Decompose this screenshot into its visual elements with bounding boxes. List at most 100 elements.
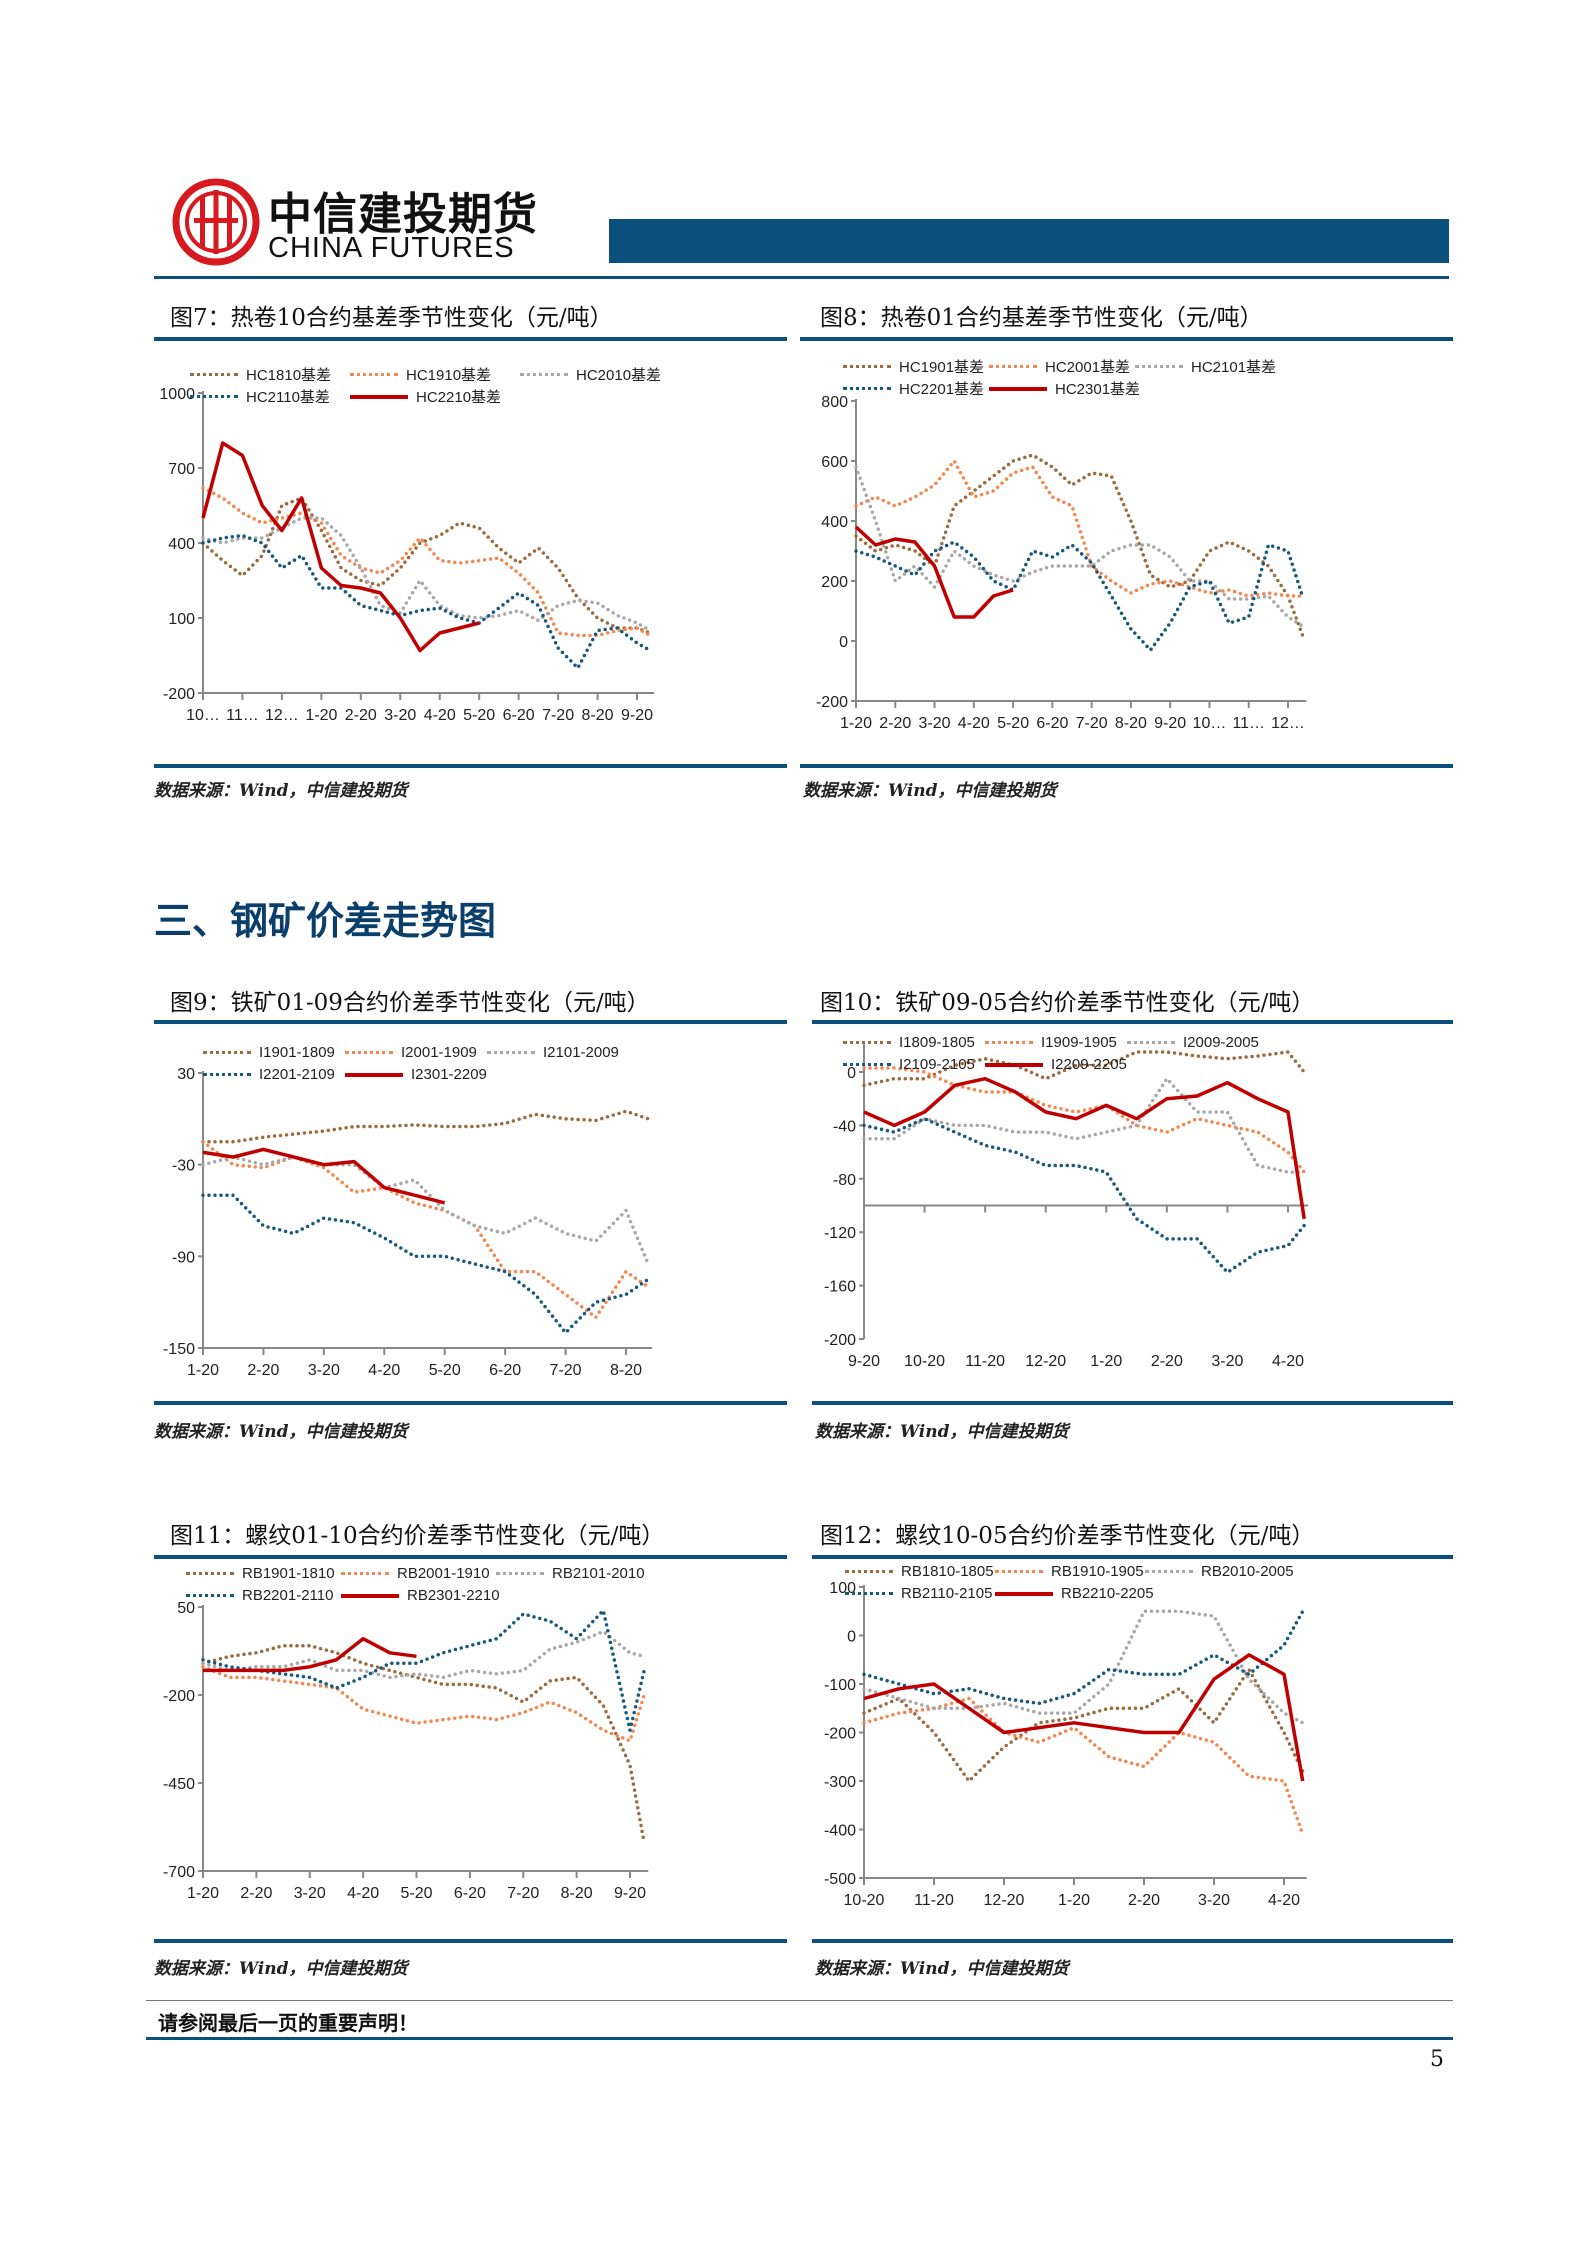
figure-10-title: 图10：铁矿09-05合约价差季节性变化（元/吨） (820, 990, 1315, 1016)
legend-swatch (190, 395, 238, 398)
legend-label: RB2101-2010 (552, 1565, 645, 1582)
x-tick-label: 3-20 (1211, 1353, 1243, 1370)
figure-7-top-rule (154, 337, 787, 341)
legend-label: RB2010-2005 (1201, 1563, 1294, 1580)
figure-12-bottom-rule (812, 1939, 1453, 1943)
legend-swatch (985, 1062, 1043, 1067)
x-tick-label: 10… (1193, 715, 1227, 732)
x-tick-label: 2-20 (1128, 1892, 1160, 1909)
legend-label: HC2101基差 (1191, 359, 1277, 376)
x-tick-label: 3-20 (308, 1362, 340, 1379)
legend-label: I1909-1905 (1041, 1034, 1117, 1051)
y-tick-label: -200 (163, 686, 195, 703)
legend-item: HC2201基差 (843, 378, 984, 399)
legend-swatch (985, 1041, 1033, 1044)
series-line-i2101-2009 (201, 1155, 650, 1266)
y-tick-label: 0 (847, 1629, 856, 1646)
y-tick-label: -200 (816, 694, 848, 711)
legend-swatch (341, 1593, 399, 1598)
figure-8-source: 数据来源：Wind，中信建投期货 (803, 781, 1057, 801)
legend-item: I2109-2105 (843, 1056, 975, 1073)
series-line-hc2210 (201, 441, 480, 653)
legend-swatch (341, 1572, 389, 1575)
legend-swatch (843, 365, 891, 368)
legend-swatch (843, 1063, 891, 1066)
x-tick-label: 2-20 (247, 1362, 279, 1379)
x-tick-label: 5-20 (997, 715, 1029, 732)
y-tick-label: -200 (824, 1332, 856, 1349)
x-tick-label: 11-20 (965, 1353, 1005, 1370)
figure-10-source: 数据来源：Wind，中信建投期货 (815, 1422, 1069, 1442)
x-tick-label: 3-20 (294, 1885, 326, 1902)
brand-name-en: CHINA FUTURES (268, 232, 515, 264)
legend-item: HC2110基差 (190, 386, 330, 407)
x-tick-label: 7-20 (542, 707, 574, 724)
series-line-i2109-2105 (862, 1116, 1306, 1275)
legend-swatch (845, 1592, 893, 1595)
legend-item: I1809-1805 (843, 1034, 975, 1051)
x-tick-label: 8-20 (582, 707, 614, 724)
x-tick-label: 11-20 (914, 1892, 954, 1909)
y-tick-label: -200 (824, 1726, 856, 1743)
x-tick-label: 9-20 (848, 1353, 880, 1370)
legend-item: RB1910-1905 (995, 1563, 1144, 1580)
x-tick-label: 12… (265, 707, 299, 724)
figure-8-title: 图8：热卷01合约基差季节性变化（元/吨） (820, 305, 1263, 331)
y-tick-label: 600 (821, 454, 848, 471)
y-tick-label: -200 (163, 1688, 195, 1705)
figure-12-source: 数据来源：Wind，中信建投期货 (815, 1959, 1069, 1979)
x-tick-label: 1-20 (305, 707, 337, 724)
x-tick-label: 5-20 (429, 1362, 461, 1379)
legend-item: RB2201-2110 (186, 1587, 333, 1604)
x-tick-label: 1-20 (840, 715, 872, 732)
disclaimer-text: 请参阅最后一页的重要声明！ (158, 2011, 418, 2035)
legend-label: RB2001-1910 (397, 1565, 490, 1582)
legend-item: I2301-2209 (345, 1066, 487, 1083)
y-tick-label: 50 (177, 1600, 195, 1617)
legend-label: RB2301-2210 (407, 1587, 500, 1604)
legend-item: I2209-2205 (985, 1056, 1127, 1073)
figure-10-bottom-rule (812, 1401, 1453, 1405)
y-tick-label: 1000 (159, 386, 195, 403)
legend-item: RB2101-2010 (496, 1565, 645, 1582)
x-tick-label: 8-20 (1115, 715, 1147, 732)
series-line-rb2010-2005 (862, 1609, 1305, 1725)
legend-label: I2001-1909 (401, 1044, 477, 1061)
legend-swatch (989, 386, 1047, 391)
legend-label: RB1901-1810 (242, 1565, 335, 1582)
series-line-hc2001 (854, 459, 1305, 598)
legend-label: HC2010基差 (576, 367, 662, 384)
section-heading: 三、钢矿价差走势图 (154, 899, 497, 943)
y-tick-label: -700 (163, 1864, 195, 1881)
legend-item: RB1901-1810 (186, 1565, 335, 1582)
legend-swatch (487, 1051, 535, 1054)
series-line-hc1910 (201, 486, 652, 638)
x-tick-label: 1-20 (1090, 1353, 1122, 1370)
legend-item: HC1810基差 (190, 364, 331, 385)
x-tick-label: 8-20 (610, 1362, 642, 1379)
legend-swatch (350, 394, 408, 399)
legend-swatch (520, 373, 568, 376)
x-tick-label: 6-20 (1036, 715, 1068, 732)
legend-swatch (1145, 1570, 1193, 1573)
y-tick-label: 800 (821, 394, 848, 411)
figure-12-title: 图12：螺纹10-05合约价差季节性变化（元/吨） (820, 1523, 1315, 1549)
y-tick-label: -500 (824, 1871, 856, 1888)
legend-item: I2201-2109 (203, 1066, 335, 1083)
legend-swatch (843, 1041, 891, 1044)
legend-item: HC1901基差 (843, 356, 984, 377)
x-tick-label: 6-20 (454, 1885, 486, 1902)
x-tick-label: 12… (1271, 715, 1305, 732)
legend-swatch (345, 1072, 403, 1077)
x-tick-label: 1-20 (1058, 1892, 1090, 1909)
legend-label: I2009-2005 (1183, 1034, 1259, 1051)
legend-swatch (995, 1570, 1043, 1573)
series-line-rb1810-1805 (862, 1667, 1305, 1783)
x-tick-label: 7-20 (1076, 715, 1108, 732)
series-line-i2201-2109 (201, 1193, 650, 1335)
figure-8-bottom-rule (800, 764, 1453, 768)
series-line-rb2001-1910 (201, 1665, 646, 1743)
x-tick-label: 4-20 (424, 707, 456, 724)
series-line-i1809-1805 (862, 1050, 1306, 1088)
